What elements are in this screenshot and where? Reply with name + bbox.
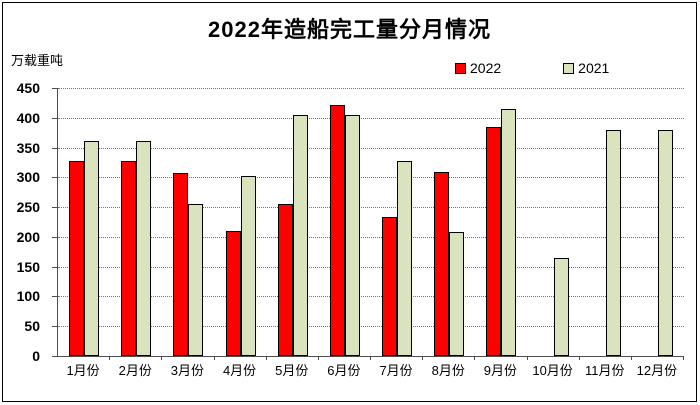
y-tick-label-350: 350 [16, 139, 40, 156]
x-tick-mark [474, 356, 476, 360]
bar-2022-7月份 [382, 217, 398, 356]
gridline [58, 266, 684, 268]
legend-label-2021: 2021 [578, 60, 610, 76]
y-tick-mark [52, 177, 57, 179]
y-tick-label-150: 150 [16, 258, 40, 275]
x-tick-mark [265, 356, 267, 360]
bar-2021-4月份 [240, 176, 256, 356]
x-tick-mark [317, 356, 319, 360]
y-tick-mark [52, 356, 57, 357]
y-tick-mark [52, 88, 57, 89]
legend-item-2022: 2022 [455, 60, 501, 76]
bar-group-8月份 [423, 88, 475, 356]
x-tick-label-5月份: 5月份 [275, 363, 309, 378]
y-tick-label-0: 0 [32, 348, 40, 364]
bar-2021-3月份 [188, 204, 204, 356]
bar-group-7月份 [371, 88, 423, 356]
bar-2021-10月份 [553, 258, 569, 356]
x-tick-label-10月份: 10月份 [532, 363, 573, 378]
gridline [58, 88, 684, 89]
y-tick-label-450: 450 [16, 80, 40, 96]
chart-title: 2022年造船完工量分月情况 [208, 17, 491, 42]
bar-2022-6月份 [329, 105, 345, 356]
bar-2022-9月份 [486, 127, 502, 356]
x-tick-label-4月份: 4月份 [222, 363, 257, 378]
y-tick-mark [52, 266, 57, 268]
bar-2021-8月份 [449, 232, 465, 356]
x-tick-mark [683, 356, 684, 360]
y-tick-mark [52, 236, 57, 238]
y-tick-mark [52, 326, 57, 328]
bar-2022-3月份 [173, 173, 189, 356]
y-tick-mark [52, 147, 57, 149]
x-tick-mark [109, 356, 111, 360]
gridline [58, 147, 684, 149]
y-tick-label-300: 300 [16, 169, 40, 186]
gridline [58, 326, 684, 328]
gridline [58, 296, 684, 298]
x-tick-mark [370, 356, 371, 360]
y-tick-label-100: 100 [16, 288, 40, 305]
x-tick-label-1月份: 1月份 [66, 363, 100, 378]
bar-group-5月份 [267, 88, 319, 356]
plot-area [57, 88, 684, 357]
gridline [58, 117, 684, 119]
legend-label-2022: 2022 [470, 60, 502, 76]
bar-group-9月份 [475, 88, 527, 356]
x-tick-label-7月份: 7月份 [379, 363, 413, 378]
chart-legend: 2022 2021 [455, 60, 609, 76]
y-tick-label-400: 400 [16, 109, 40, 126]
bar-group-4月份 [215, 88, 267, 356]
legend-swatch-2022-icon [455, 62, 466, 74]
x-tick-label-8月份: 8月份 [431, 363, 465, 378]
x-tick-mark [578, 356, 580, 360]
bar-2021-7月份 [397, 161, 413, 356]
legend-swatch-2021-icon [563, 62, 575, 74]
bar-2021-9月份 [501, 109, 517, 356]
x-tick-mark [630, 356, 632, 360]
x-tick-label-3月份: 3月份 [170, 363, 205, 378]
y-axis-unit-label: 万载重吨 [11, 53, 64, 68]
bar-2022-1月份 [69, 161, 85, 356]
bar-2022-2月份 [121, 161, 137, 356]
bar-2021-1月份 [84, 141, 100, 356]
bar-2022-8月份 [434, 172, 450, 356]
y-tick-mark [52, 296, 57, 298]
x-tick-label-11月份: 11月份 [584, 363, 625, 378]
bar-group-11月份 [580, 88, 632, 356]
y-tick-label-200: 200 [16, 228, 40, 245]
y-tick-mark [52, 117, 57, 119]
bar-group-3月份 [162, 88, 214, 356]
bar-group-10月份 [528, 88, 580, 356]
bar-2022-4月份 [225, 231, 241, 356]
gridline [58, 207, 684, 209]
bar-2021-11月份 [605, 130, 621, 356]
x-tick-label-9月份: 9月份 [483, 363, 518, 378]
bar-2021-12月份 [657, 130, 673, 356]
y-tick-mark [52, 207, 57, 209]
x-tick-mark [526, 356, 528, 360]
x-tick-label-12月份: 12月份 [636, 363, 678, 378]
bar-2022-5月份 [277, 204, 293, 356]
x-tick-label-2月份: 2月份 [118, 363, 152, 378]
bar-group-1月份 [58, 88, 110, 356]
x-tick-mark [422, 356, 424, 360]
x-tick-label-6月份: 6月份 [327, 363, 361, 378]
bar-group-12月份 [632, 88, 684, 356]
x-tick-mark [213, 356, 215, 360]
x-tick-mark [161, 356, 163, 360]
bar-2021-5月份 [292, 115, 308, 356]
bar-group-6月份 [319, 88, 371, 356]
bar-group-2月份 [110, 88, 162, 356]
gridline [58, 236, 684, 238]
gridline [58, 177, 684, 179]
legend-item-2021: 2021 [563, 60, 609, 76]
y-tick-label-50: 50 [24, 318, 40, 335]
bar-2021-6月份 [344, 115, 360, 356]
bar-2021-2月份 [136, 141, 152, 356]
y-tick-label-250: 250 [16, 199, 40, 216]
